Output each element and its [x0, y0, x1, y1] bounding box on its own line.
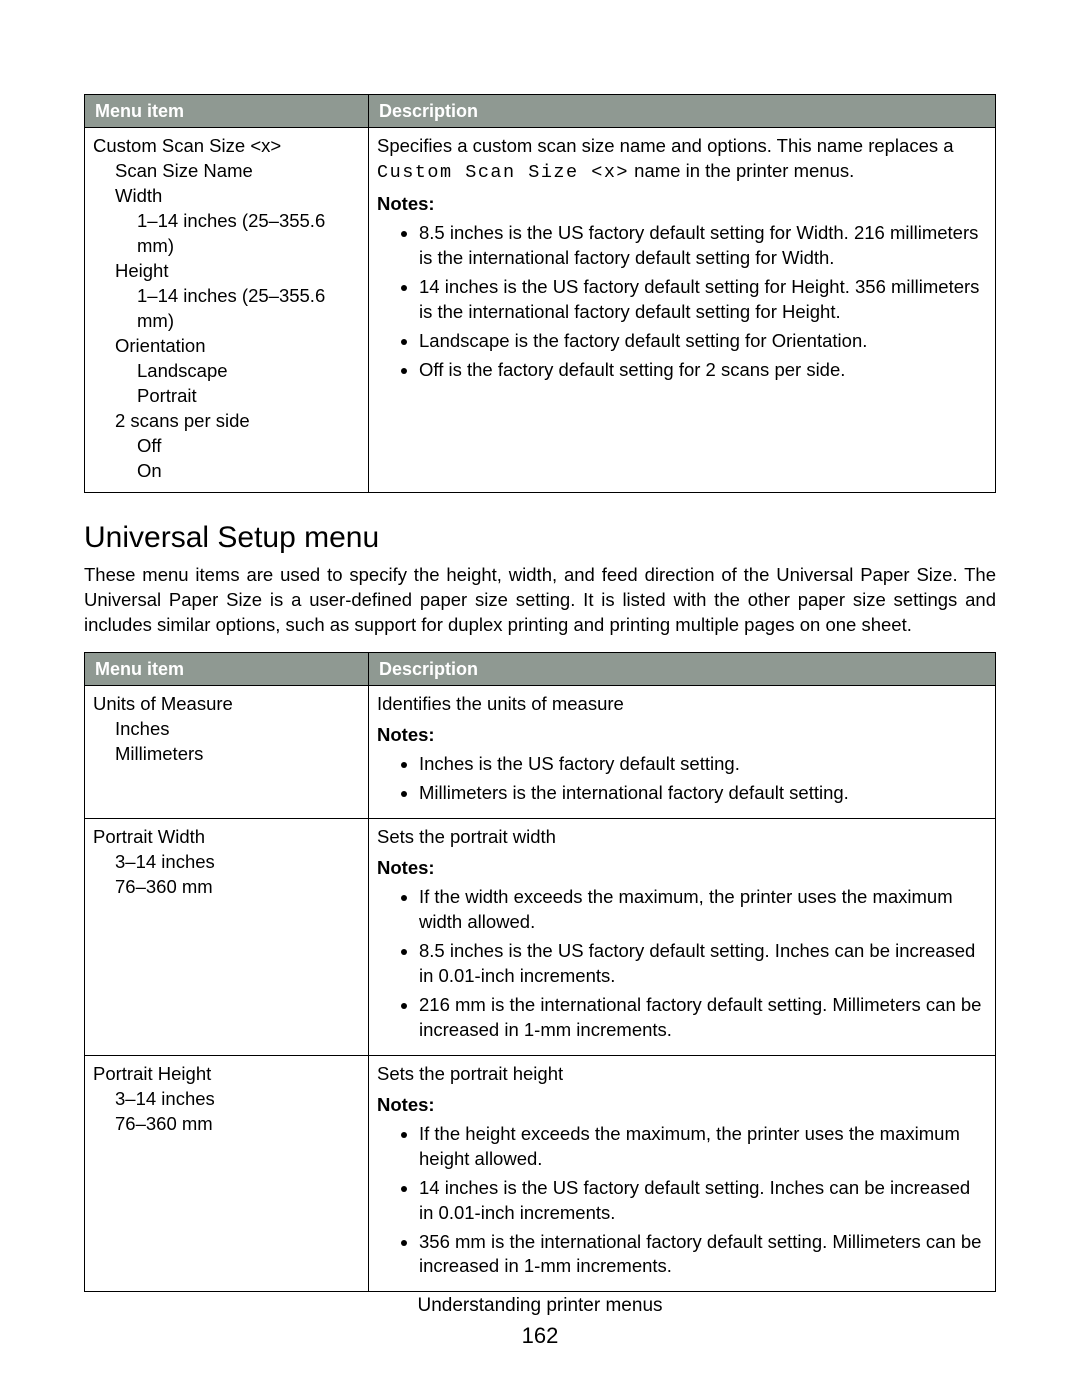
- menu-item-line: 2 scans per side: [93, 409, 360, 434]
- note-item: Inches is the US factory default setting…: [419, 752, 987, 777]
- menu-item-line: Scan Size Name: [93, 159, 360, 184]
- menu-item-line: Portrait: [93, 384, 360, 409]
- table-header-row: Menu item Description: [85, 652, 996, 685]
- menu-item-line: 76–360 mm: [93, 875, 360, 900]
- section-heading: Universal Setup menu: [84, 521, 996, 555]
- menu-item-line: Height: [93, 259, 360, 284]
- document-page: Menu item Description Custom Scan Size <…: [0, 0, 1080, 1397]
- menu-item-line: 1–14 inches (25–355.6 mm): [93, 209, 360, 259]
- note-item: 14 inches is the US factory default sett…: [419, 1176, 987, 1226]
- description-lead: Sets the portrait height: [377, 1062, 987, 1087]
- menu-item-line: Off: [93, 434, 360, 459]
- menu-item-line: Custom Scan Size <x>: [93, 134, 360, 159]
- note-item: Landscape is the factory default setting…: [419, 329, 987, 354]
- custom-scan-size-table: Menu item Description Custom Scan Size <…: [84, 94, 996, 493]
- note-item: 8.5 inches is the US factory default set…: [419, 939, 987, 989]
- description-lead: Identifies the units of measure: [377, 692, 987, 717]
- menu-item-cell: Portrait Height3–14 inches76–360 mm: [85, 1055, 369, 1292]
- menu-item-line: Portrait Width: [93, 825, 360, 850]
- description-cell: Specifies a custom scan size name and op…: [369, 128, 996, 493]
- col-header-description: Description: [369, 95, 996, 128]
- notes-label: Notes:: [377, 192, 987, 217]
- note-item: 14 inches is the US factory default sett…: [419, 275, 987, 325]
- menu-item-line: 76–360 mm: [93, 1112, 360, 1137]
- notes-list: Inches is the US factory default setting…: [377, 752, 987, 806]
- col-header-description: Description: [369, 652, 996, 685]
- note-item: 356 mm is the international factory defa…: [419, 1230, 987, 1280]
- note-item: If the width exceeds the maximum, the pr…: [419, 885, 987, 935]
- menu-item-cell: Units of MeasureInchesMillimeters: [85, 686, 369, 819]
- notes-label: Notes:: [377, 856, 987, 881]
- table-header-row: Menu item Description: [85, 95, 996, 128]
- notes-label: Notes:: [377, 1093, 987, 1118]
- notes-list: 8.5 inches is the US factory default set…: [377, 221, 987, 383]
- note-item: Millimeters is the international factory…: [419, 781, 987, 806]
- notes-list: If the width exceeds the maximum, the pr…: [377, 885, 987, 1043]
- footer-chapter: Understanding printer menus: [0, 1295, 1080, 1317]
- menu-item-line: Width: [93, 184, 360, 209]
- page-footer: Understanding printer menus 162: [0, 1295, 1080, 1349]
- menu-item-line: Orientation: [93, 334, 360, 359]
- menu-item-line: Inches: [93, 717, 360, 742]
- description-lead: Sets the portrait width: [377, 825, 987, 850]
- desc-text: name in the printer menus.: [629, 160, 854, 181]
- col-header-menu-item: Menu item: [85, 95, 369, 128]
- note-item: 8.5 inches is the US factory default set…: [419, 221, 987, 271]
- menu-item-line: Portrait Height: [93, 1062, 360, 1087]
- desc-text: Specifies a custom scan size name and op…: [377, 135, 954, 156]
- universal-setup-table: Menu item Description Units of MeasureIn…: [84, 652, 996, 1293]
- table-row: Units of MeasureInchesMillimetersIdentif…: [85, 686, 996, 819]
- menu-item-cell: Custom Scan Size <x>Scan Size NameWidth1…: [85, 128, 369, 493]
- page-number: 162: [0, 1323, 1080, 1349]
- section-intro: These menu items are used to specify the…: [84, 563, 996, 638]
- menu-item-line: Landscape: [93, 359, 360, 384]
- notes-list: If the height exceeds the maximum, the p…: [377, 1122, 987, 1280]
- menu-item-line: On: [93, 459, 360, 484]
- table-row: Portrait Width3–14 inches76–360 mmSets t…: [85, 818, 996, 1055]
- col-header-menu-item: Menu item: [85, 652, 369, 685]
- table-row: Portrait Height3–14 inches76–360 mmSets …: [85, 1055, 996, 1292]
- table-row: Custom Scan Size <x>Scan Size NameWidth1…: [85, 128, 996, 493]
- description-cell: Sets the portrait height Notes: If the hei…: [369, 1055, 996, 1292]
- note-item: 216 mm is the international factory defa…: [419, 993, 987, 1043]
- note-item: Off is the factory default setting for 2…: [419, 358, 987, 383]
- description-cell: Sets the portrait width Notes: If the widt…: [369, 818, 996, 1055]
- description-lead: Specifies a custom scan size name and op…: [377, 134, 987, 186]
- menu-item-line: Millimeters: [93, 742, 360, 767]
- notes-label: Notes:: [377, 723, 987, 748]
- menu-item-line: 3–14 inches: [93, 1087, 360, 1112]
- note-item: If the height exceeds the maximum, the p…: [419, 1122, 987, 1172]
- menu-item-line: 3–14 inches: [93, 850, 360, 875]
- menu-item-line: 1–14 inches (25–355.6 mm): [93, 284, 360, 334]
- menu-item-line: Units of Measure: [93, 692, 360, 717]
- description-cell: Identifies the units of measure Notes: Inc…: [369, 686, 996, 819]
- menu-item-cell: Portrait Width3–14 inches76–360 mm: [85, 818, 369, 1055]
- desc-mono: Custom Scan Size <x>: [377, 162, 629, 183]
